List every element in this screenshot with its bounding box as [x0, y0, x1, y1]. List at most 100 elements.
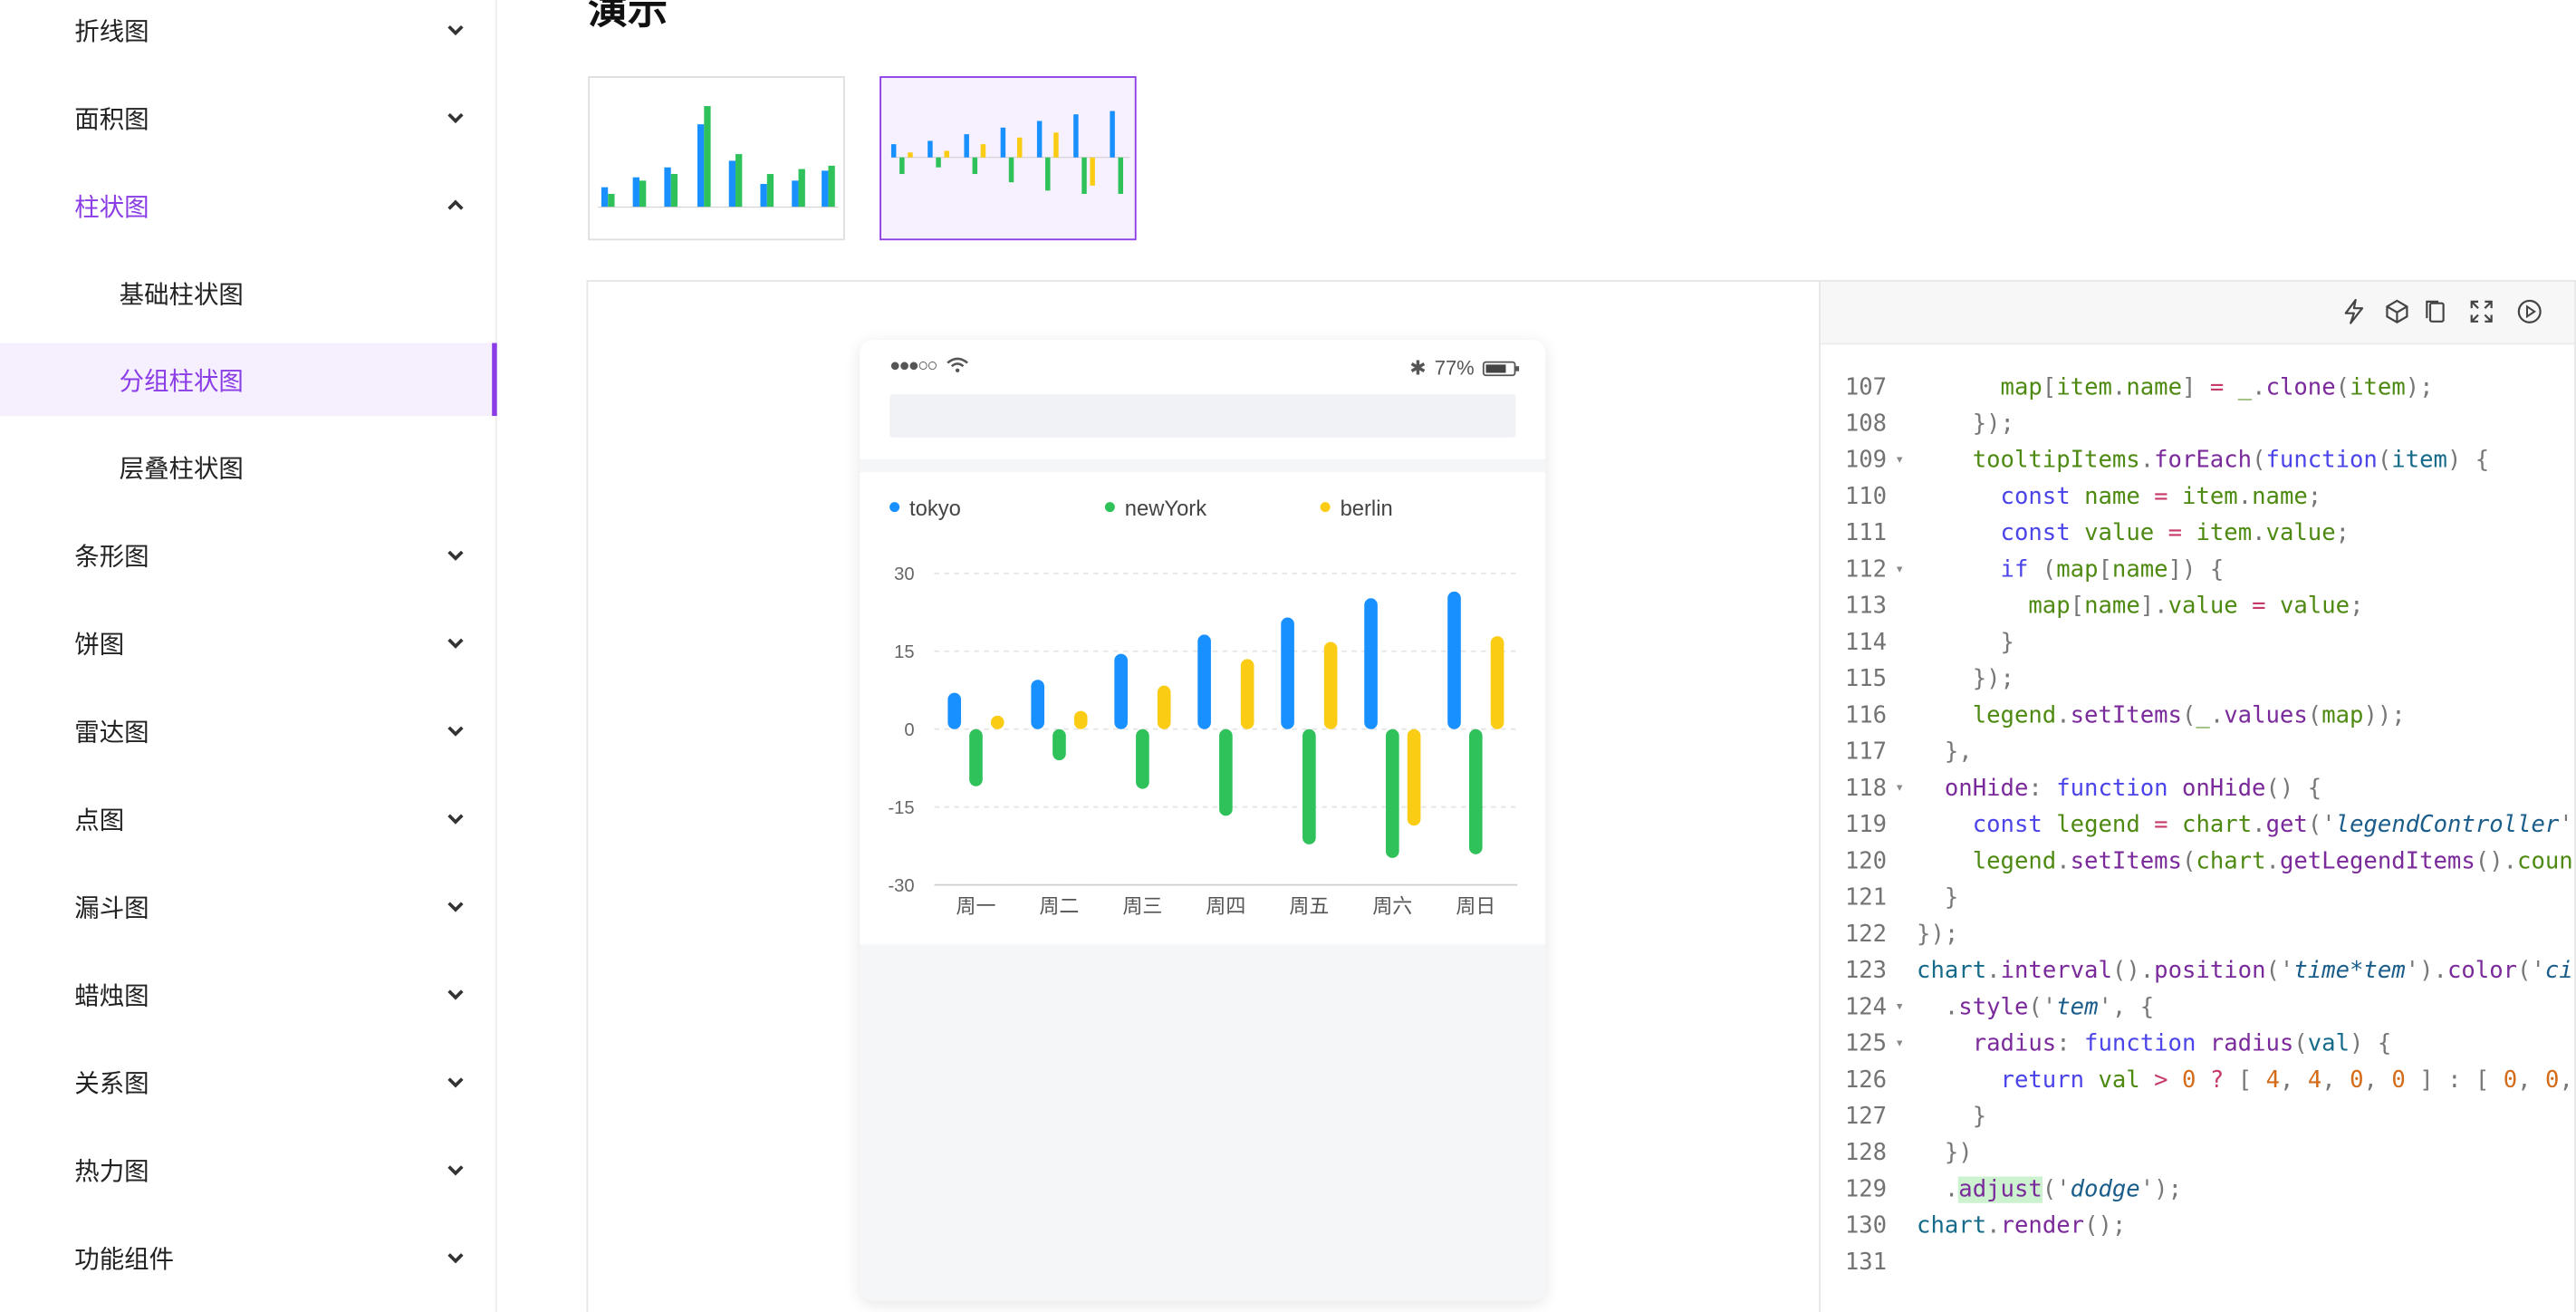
- code-text: }: [1972, 1104, 1987, 1131]
- chevron-down-icon: [447, 902, 464, 912]
- thumbnail-grouped-column[interactable]: [879, 76, 1137, 241]
- bar-tokyo-5: [1364, 598, 1378, 729]
- sidebar-item-label: 漏斗图: [74, 892, 149, 922]
- code-text: map[name].value = value;: [2028, 593, 2364, 621]
- code-text: chart.interval().position('time*tem').co…: [1917, 958, 2574, 985]
- play-icon[interactable]: [2516, 298, 2542, 324]
- line-number: 125: [1844, 1030, 1888, 1057]
- line-number: 111: [1844, 520, 1888, 547]
- code-line: 119 const legend = chart.get('legendCont…: [1821, 807, 2574, 844]
- code-line: 125 ▾ radius: function radius(val) {: [1821, 1026, 2574, 1062]
- sidebar-item-funnel-chart[interactable]: 漏斗图: [0, 870, 497, 942]
- copy-icon[interactable]: [2422, 298, 2448, 324]
- x-tick-label: 周五: [1289, 896, 1329, 919]
- code-line: 107 map[item.name] = _.clone(item);: [1821, 370, 2574, 406]
- sidebar-item-bar-chart[interactable]: 条形图: [0, 518, 497, 591]
- x-tick-label: 周二: [1040, 896, 1080, 919]
- code-text: });: [1972, 666, 2014, 693]
- bar-tokyo-6: [1447, 591, 1461, 729]
- code-line: 117 },: [1821, 734, 2574, 770]
- sidebar-item-line-chart[interactable]: 折线图: [0, 0, 497, 66]
- line-number: 131: [1844, 1249, 1888, 1277]
- line-number: 121: [1844, 884, 1888, 912]
- codesandbox-icon[interactable]: [2384, 298, 2410, 324]
- battery-percentage: 77%: [1434, 356, 1475, 380]
- sidebar-item-label: 层叠柱状图: [119, 453, 244, 484]
- code-line: 121 }: [1821, 880, 2574, 916]
- x-tick-label: 周四: [1206, 896, 1245, 919]
- grouped-column-chart: tokyo newYork berlin 30 15 0 -15 -30 周一 周二 周三 周四 周五 周…: [888, 497, 1518, 919]
- sidebar-item-point-chart[interactable]: 点图: [0, 782, 497, 854]
- sidebar: 折线图 面积图 柱状图 基础柱状图 分组柱状图 层叠柱状图 条形图 饼图: [0, 0, 497, 1312]
- fullscreen-icon[interactable]: [2468, 298, 2494, 324]
- sidebar-item-label: 蜡烛图: [74, 979, 149, 1010]
- code-line: 108 });: [1821, 406, 2574, 442]
- code-text: }: [1944, 884, 1959, 912]
- line-number: 112: [1844, 556, 1888, 584]
- code-toolbar: [1820, 281, 2575, 345]
- code-text: legend.setItems(chart.getLegendItems().c…: [1972, 848, 2574, 875]
- code-text: if (map[name]) {: [2000, 556, 2225, 584]
- code-text: const legend = chart.get('legendControll…: [1972, 812, 2574, 839]
- line-number: 114: [1844, 629, 1888, 657]
- bar-berlin-5: [1407, 728, 1421, 826]
- sidebar-item-relation-chart[interactable]: 关系图: [0, 1046, 497, 1118]
- line-number: 116: [1844, 702, 1888, 729]
- chevron-down-icon: [447, 814, 464, 825]
- code-editor[interactable]: 107 map[item.name] = _.clone(item); 108 }…: [1820, 344, 2575, 1312]
- sidebar-item-column-chart[interactable]: 柱状图: [0, 169, 497, 242]
- code-text: .adjust('dodge');: [1944, 1176, 2183, 1203]
- bar-newYork-3: [1219, 728, 1233, 816]
- legend-label-newYork: newYork: [1125, 497, 1206, 521]
- code-text: });: [1972, 410, 2014, 438]
- line-number: 126: [1844, 1066, 1888, 1095]
- code-line: 120 legend.setItems(chart.getLegendItems…: [1821, 844, 2574, 880]
- y-tick-label: 30: [894, 564, 914, 584]
- fold-toggle-icon[interactable]: ▾: [1895, 1036, 1905, 1053]
- sidebar-item-label: 基础柱状图: [119, 279, 244, 310]
- line-number: 122: [1844, 921, 1888, 949]
- fold-toggle-icon[interactable]: ▾: [1895, 452, 1905, 469]
- chevron-down-icon: [447, 1253, 464, 1264]
- thumbnail-basic-column-image: [590, 77, 843, 239]
- code-line: 129 .adjust('dodge');: [1821, 1172, 2574, 1208]
- sidebar-item-heatmap[interactable]: 热力图: [0, 1134, 497, 1206]
- sidebar-item-label: 条形图: [74, 541, 149, 572]
- fold-toggle-icon[interactable]: ▾: [1895, 998, 1905, 1017]
- sidebar-item-stacked-column[interactable]: 层叠柱状图: [0, 431, 497, 504]
- sidebar-item-pie-chart[interactable]: 饼图: [0, 606, 497, 679]
- code-text: onHide: function onHide() {: [1944, 775, 2322, 803]
- phone-status-area: ●●●○○ ✱ 77%: [860, 339, 1546, 459]
- sidebar-item-radar-chart[interactable]: 雷达图: [0, 694, 497, 767]
- fold-toggle-icon[interactable]: ▾: [1895, 780, 1905, 797]
- sidebar-item-label: 点图: [74, 804, 125, 834]
- legend-label-tokyo: tokyo: [909, 497, 961, 521]
- line-number: 130: [1844, 1212, 1888, 1240]
- y-tick-label: 15: [894, 642, 914, 662]
- lightning-icon[interactable]: [2341, 298, 2367, 324]
- line-number: 127: [1844, 1104, 1888, 1131]
- sidebar-item-grouped-column[interactable]: 分组柱状图: [0, 342, 497, 417]
- sidebar-item-label: 雷达图: [74, 716, 149, 747]
- sidebar-item-components[interactable]: 功能组件: [0, 1221, 497, 1294]
- sidebar-item-area-chart[interactable]: 面积图: [0, 82, 497, 154]
- bluetooth-icon: ✱: [1409, 356, 1427, 380]
- line-number: 120: [1844, 848, 1888, 875]
- chevron-up-icon: [447, 199, 464, 210]
- line-number: 123: [1844, 958, 1888, 985]
- bar-berlin-1: [1073, 710, 1088, 729]
- signal-indicator: ●●●○○: [889, 356, 969, 376]
- thumbnail-grouped-column-image: [890, 111, 1130, 194]
- code-text: chart.render();: [1917, 1212, 2127, 1240]
- thumbnail-basic-column[interactable]: [588, 76, 845, 241]
- code-line: 110 const name = item.name;: [1821, 479, 2574, 516]
- fold-toggle-icon[interactable]: ▾: [1895, 561, 1905, 579]
- chevron-down-icon: [447, 726, 464, 737]
- sidebar-item-label: 面积图: [74, 103, 149, 134]
- sidebar-item-basic-column[interactable]: 基础柱状图: [0, 256, 497, 329]
- sidebar-item-candlestick-chart[interactable]: 蜡烛图: [0, 958, 497, 1030]
- chart-area: tokyo newYork berlin 30 15 0 -15 -30 周一 周二 周三 周四 周五 周…: [860, 472, 1546, 945]
- bar-berlin-6: [1490, 636, 1504, 729]
- code-line: 109 ▾ tooltipItems.forEach(function(item)…: [1821, 442, 2574, 478]
